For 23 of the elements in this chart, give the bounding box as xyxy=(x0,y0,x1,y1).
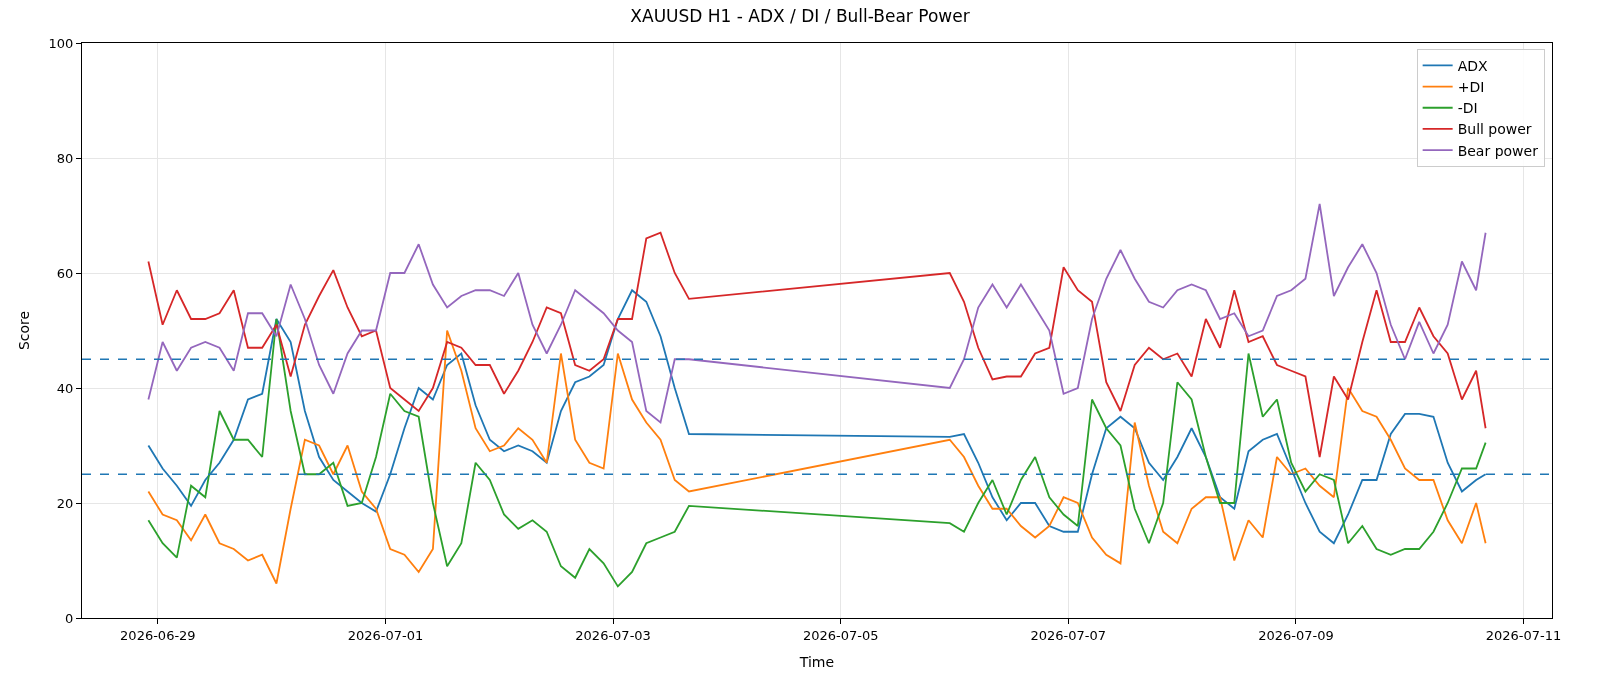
x-tick-label: 2026-06-29 xyxy=(120,627,196,643)
x-tick-label: 2026-07-01 xyxy=(347,627,424,643)
x-tick-label: 2026-07-03 xyxy=(575,627,651,643)
chart-title: XAUUSD H1 - ADX / DI / Bull-Bear Power xyxy=(630,6,970,27)
x-tick-label: 2026-07-05 xyxy=(802,627,879,643)
y-tick-label: 40 xyxy=(56,380,74,396)
line-series xyxy=(147,231,1487,458)
y-tick-label: 100 xyxy=(48,35,74,51)
x-axis-title: Time xyxy=(798,653,835,670)
y-tick-label: 60 xyxy=(56,265,74,281)
legend-label: Bull power xyxy=(1457,121,1532,138)
x-tick-label: 2026-07-07 xyxy=(1030,627,1107,643)
y-axis-title: Score xyxy=(16,310,33,351)
line-series xyxy=(147,203,1487,424)
y-tick-label: 80 xyxy=(56,150,74,166)
legend-label: Bear power xyxy=(1457,142,1539,159)
x-tick-label: 2026-07-09 xyxy=(1258,627,1334,643)
x-tick-label: 2026-07-11 xyxy=(1485,627,1562,643)
y-tick-label: 0 xyxy=(65,610,74,626)
y-tick-label: 20 xyxy=(56,495,74,511)
legend-label: -DI xyxy=(1457,100,1478,117)
legend-label: +DI xyxy=(1457,79,1485,96)
legend-label: ADX xyxy=(1457,57,1489,74)
